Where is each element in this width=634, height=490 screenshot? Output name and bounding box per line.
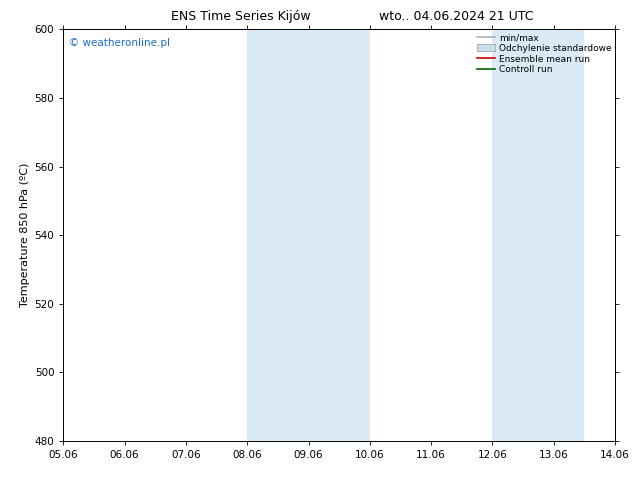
Y-axis label: Temperature 850 hPa (ºC): Temperature 850 hPa (ºC) — [20, 163, 30, 307]
Legend: min/max, Odchylenie standardowe, Ensemble mean run, Controll run: min/max, Odchylenie standardowe, Ensembl… — [476, 31, 613, 76]
Text: © weatheronline.pl: © weatheronline.pl — [69, 38, 170, 48]
Bar — [493, 29, 585, 441]
Text: wto.. 04.06.2024 21 UTC: wto.. 04.06.2024 21 UTC — [379, 10, 534, 23]
Text: ENS Time Series Kijów: ENS Time Series Kijów — [171, 10, 311, 23]
Bar — [247, 29, 370, 441]
